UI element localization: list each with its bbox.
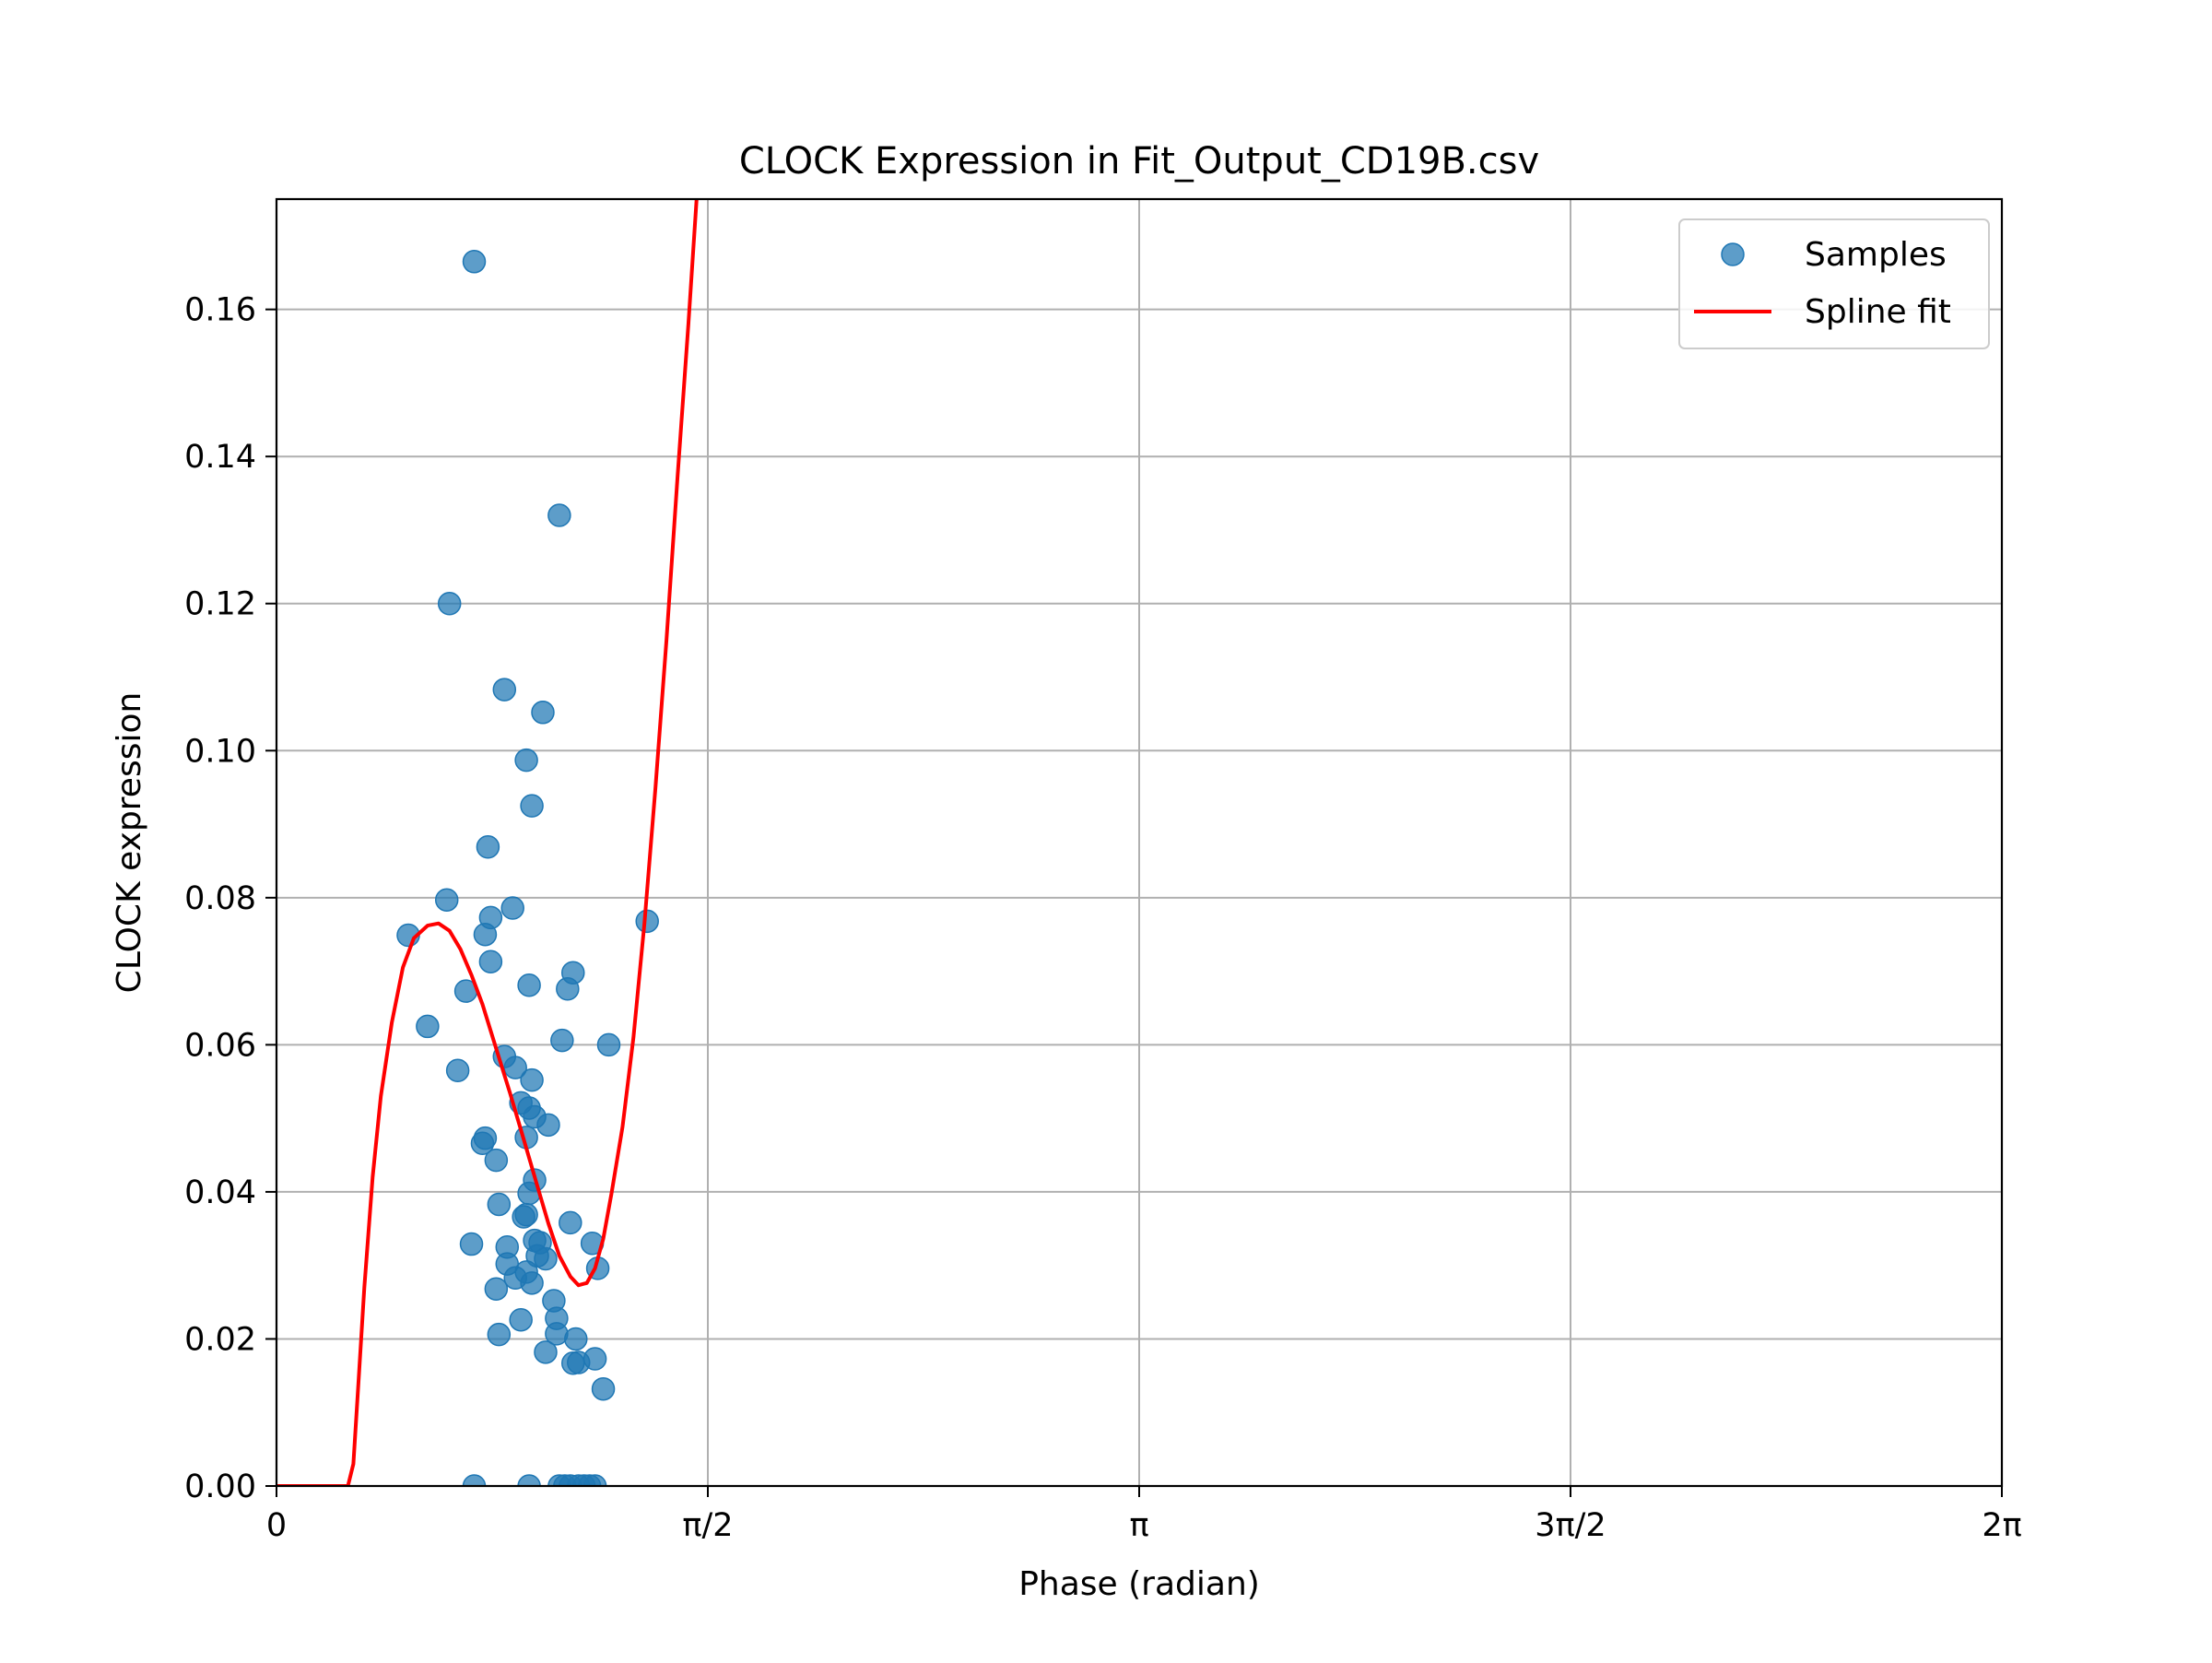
sample-point: [476, 835, 500, 859]
y-axis-label: CLOCK expression: [111, 692, 148, 994]
sample-point: [536, 1113, 560, 1138]
legend-box: [1678, 218, 1990, 349]
sample-point: [561, 961, 585, 985]
sample-point: [520, 1271, 544, 1295]
sample-point: [547, 503, 571, 527]
sample-point: [478, 949, 503, 973]
sample-point: [437, 591, 462, 616]
plot-area: [276, 199, 699, 1486]
y-tick-label: 0.12: [184, 586, 256, 623]
sample-point: [445, 1058, 470, 1083]
sample-point: [487, 1322, 512, 1347]
sample-point: [470, 1131, 495, 1156]
legend-label: Spline fit: [1805, 293, 1951, 331]
legend-label: Samples: [1805, 236, 1947, 274]
y-tick-label: 0.16: [184, 292, 256, 329]
legend: Samples Spline fit: [1678, 218, 1990, 349]
sample-point: [484, 1277, 509, 1301]
sample-point: [525, 1244, 549, 1268]
sample-point: [462, 1474, 487, 1486]
sample-point: [534, 1340, 558, 1364]
sample-point: [531, 701, 555, 725]
x-tick-label: 3π/2: [1535, 1507, 1606, 1544]
sample-point: [517, 1474, 541, 1486]
y-tick-label: 0.00: [184, 1468, 256, 1505]
sample-point: [566, 1350, 591, 1374]
y-tick-label: 0.02: [184, 1321, 256, 1358]
sample-point: [520, 794, 544, 818]
sample-point: [459, 1232, 484, 1256]
axis-ticks: 0 π/2 π 3π/2 2π 0.00 0.02 0.04 0.06 0.08 0.10 0.12 0…: [184, 292, 2022, 1544]
x-axis-label: Phase (radian): [1018, 1565, 1260, 1603]
sample-point: [492, 678, 517, 702]
sample-point: [520, 1067, 544, 1092]
sample-point: [582, 1474, 607, 1486]
sample-point: [484, 1148, 509, 1173]
x-tick-label: π/2: [682, 1507, 733, 1544]
y-tick-label: 0.04: [184, 1174, 256, 1211]
y-tick-label: 0.14: [184, 439, 256, 476]
sample-point: [550, 1028, 574, 1053]
legend-marker-samples: [1721, 242, 1745, 266]
sample-point: [517, 973, 541, 997]
sample-point: [434, 888, 459, 912]
sample-point: [514, 748, 538, 773]
sample-point: [509, 1307, 533, 1332]
sample-point: [500, 896, 524, 920]
sample-point: [559, 1210, 582, 1235]
x-tick-label: 2π: [1982, 1507, 2021, 1544]
chart-title: CLOCK Expression in Fit_Output_CD19B.csv: [739, 140, 1539, 183]
y-tick-label: 0.10: [184, 733, 256, 770]
sample-point: [635, 909, 659, 934]
sample-point: [596, 1032, 621, 1057]
y-tick-label: 0.08: [184, 880, 256, 917]
sample-point: [416, 1014, 440, 1039]
sample-point: [591, 1376, 616, 1401]
x-tick-label: π: [1129, 1507, 1148, 1544]
spline-fit-line: [276, 199, 699, 1486]
sample-point: [512, 1205, 535, 1229]
sample-point: [487, 1192, 512, 1217]
y-tick-label: 0.06: [184, 1027, 256, 1064]
sample-point: [462, 250, 487, 274]
sample-point: [503, 1056, 527, 1079]
sample-point: [473, 922, 498, 947]
x-tick-label: 0: [266, 1507, 287, 1544]
sample-point: [564, 1327, 588, 1351]
